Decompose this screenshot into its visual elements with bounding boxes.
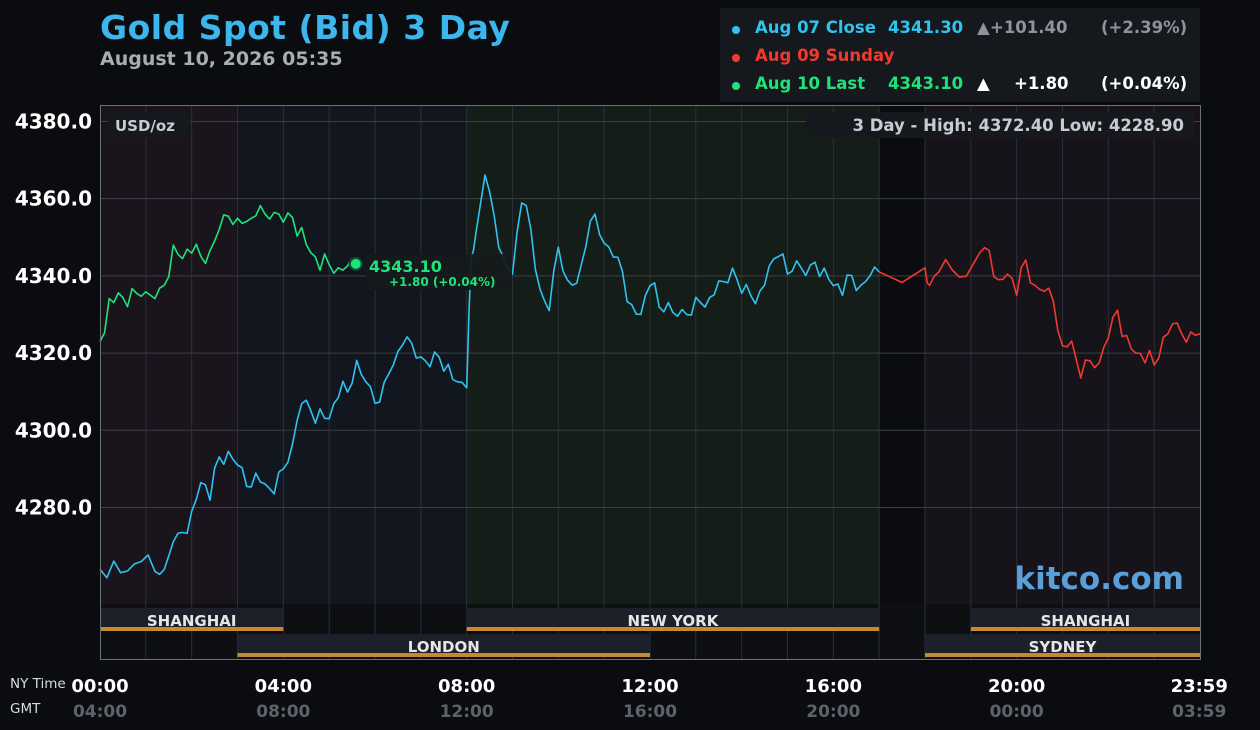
session-bar-london (237, 634, 650, 653)
legend-dot-aug09 (732, 54, 740, 62)
session-underline (100, 627, 284, 631)
session-underline (970, 627, 1200, 631)
last-price-dot (348, 256, 363, 271)
legend-row-aug07: Aug 07 Close 4341.30 ▲ +101.40 (+2.39%) (720, 18, 1200, 44)
series-line-aug-07 (99, 174, 880, 579)
session-underline (466, 627, 880, 631)
watermark: kitco.com (1015, 561, 1185, 597)
x-tick-label-gmt: 20:00 (806, 702, 860, 722)
session-label: LONDON (408, 638, 480, 656)
annotation-change: +1.80 (+0.04%) (389, 275, 496, 289)
session-bar-shanghai (100, 608, 284, 627)
gmt-axis-title: GMT (10, 701, 41, 717)
session-bar-new-york (466, 608, 880, 627)
legend-change-aug10: +1.80 (1014, 74, 1069, 93)
x-tick-label-gmt: 04:00 (73, 702, 127, 722)
annotation-price: 4343.10 (369, 257, 442, 276)
session-label: SHANGHAI (147, 612, 237, 630)
legend-dot-aug07 (732, 26, 740, 34)
x-tick-label-gmt: 08:00 (256, 702, 310, 722)
session-band-2 (466, 106, 880, 604)
chart-timestamp: August 10, 2026 05:35 (100, 48, 343, 70)
x-tick-label-ny: 16:00 (805, 676, 862, 697)
legend-value-aug07: 4341.30 (888, 18, 964, 37)
session-bar-shanghai (970, 608, 1200, 627)
session-band-3 (879, 106, 925, 604)
legend-pct-aug07: (+2.39%) (1101, 18, 1188, 37)
legend-arrow-aug10: ▲ (977, 74, 990, 93)
session-band-0 (100, 106, 238, 604)
x-tick-label-ny: 04:00 (255, 676, 312, 697)
x-tick-label-gmt: 03:59 (1172, 702, 1226, 722)
session-band-1 (237, 106, 467, 604)
unit-label: USD/oz (115, 117, 175, 135)
plot-frame (100, 105, 1201, 660)
y-tick-label: 4380.0 (15, 109, 92, 133)
session-underline (925, 653, 1200, 657)
y-tick-label: 4340.0 (15, 264, 92, 288)
legend-label-aug07: Aug 07 Close (755, 18, 876, 37)
x-tick-label-ny: 12:00 (621, 676, 678, 697)
series-line-aug-10 (99, 204, 357, 342)
session-underline (237, 653, 650, 657)
y-tick-label: 4300.0 (15, 418, 92, 442)
unit-label-box (108, 112, 190, 138)
legend-label-aug10: Aug 10 Last (755, 74, 866, 93)
y-tick-label: 4280.0 (15, 495, 92, 519)
legend-change-aug07: +101.40 (990, 18, 1068, 37)
ny-time-axis-title: NY Time (10, 676, 66, 692)
legend-pct-aug10: (+0.04%) (1101, 74, 1188, 93)
x-tick-label-ny: 08:00 (438, 676, 495, 697)
y-tick-label: 4320.0 (15, 341, 92, 365)
y-tick-label: 4360.0 (15, 187, 92, 211)
annotation-box (366, 254, 512, 290)
session-bars: SHANGHAI NEW YORK SHANGHAI LONDON SYDNEY (100, 608, 1200, 657)
range-label: 3 Day - High: 4372.40 Low: 4228.90 (853, 116, 1185, 135)
session-bar-sydney (925, 634, 1200, 653)
range-label-box (806, 112, 1194, 138)
grid-lines (100, 106, 1200, 659)
x-tick-label-ny: 00:00 (71, 676, 128, 697)
session-label: SYDNEY (1029, 638, 1098, 656)
x-tick-label-ny: 23:59 (1171, 676, 1228, 697)
x-tick-label-ny: 20:00 (988, 676, 1045, 697)
chart-title: Gold Spot (Bid) 3 Day (100, 8, 511, 47)
legend-panel: Aug 07 Close 4341.30 ▲ +101.40 (+2.39%) … (720, 8, 1200, 102)
series-lines (99, 174, 1201, 579)
x-tick-label-gmt: 12:00 (440, 702, 494, 722)
legend-row-aug10: Aug 10 Last 4343.10 ▲ +1.80 (+0.04%) (720, 74, 1200, 100)
legend-row-aug09: Aug 09 Sunday (720, 46, 1200, 72)
session-label: SHANGHAI (1041, 612, 1131, 630)
legend-value-aug10: 4343.10 (888, 74, 964, 93)
x-tick-label-gmt: 16:00 (623, 702, 677, 722)
legend-dot-aug10 (732, 82, 740, 90)
legend-label-aug09: Aug 09 Sunday (755, 46, 895, 65)
axis-labels: 4380.0 4360.0 4340.0 4320.0 4300.0 4280.0 00:0… (15, 109, 1228, 722)
legend-arrow-aug07: ▲ (977, 18, 990, 37)
series-line-aug-09-sunday (878, 246, 1201, 379)
last-price-annotation: 4343.10 +1.80 (+0.04%) (348, 254, 512, 290)
session-label: NEW YORK (628, 612, 720, 630)
x-tick-label-gmt: 00:00 (990, 702, 1044, 722)
